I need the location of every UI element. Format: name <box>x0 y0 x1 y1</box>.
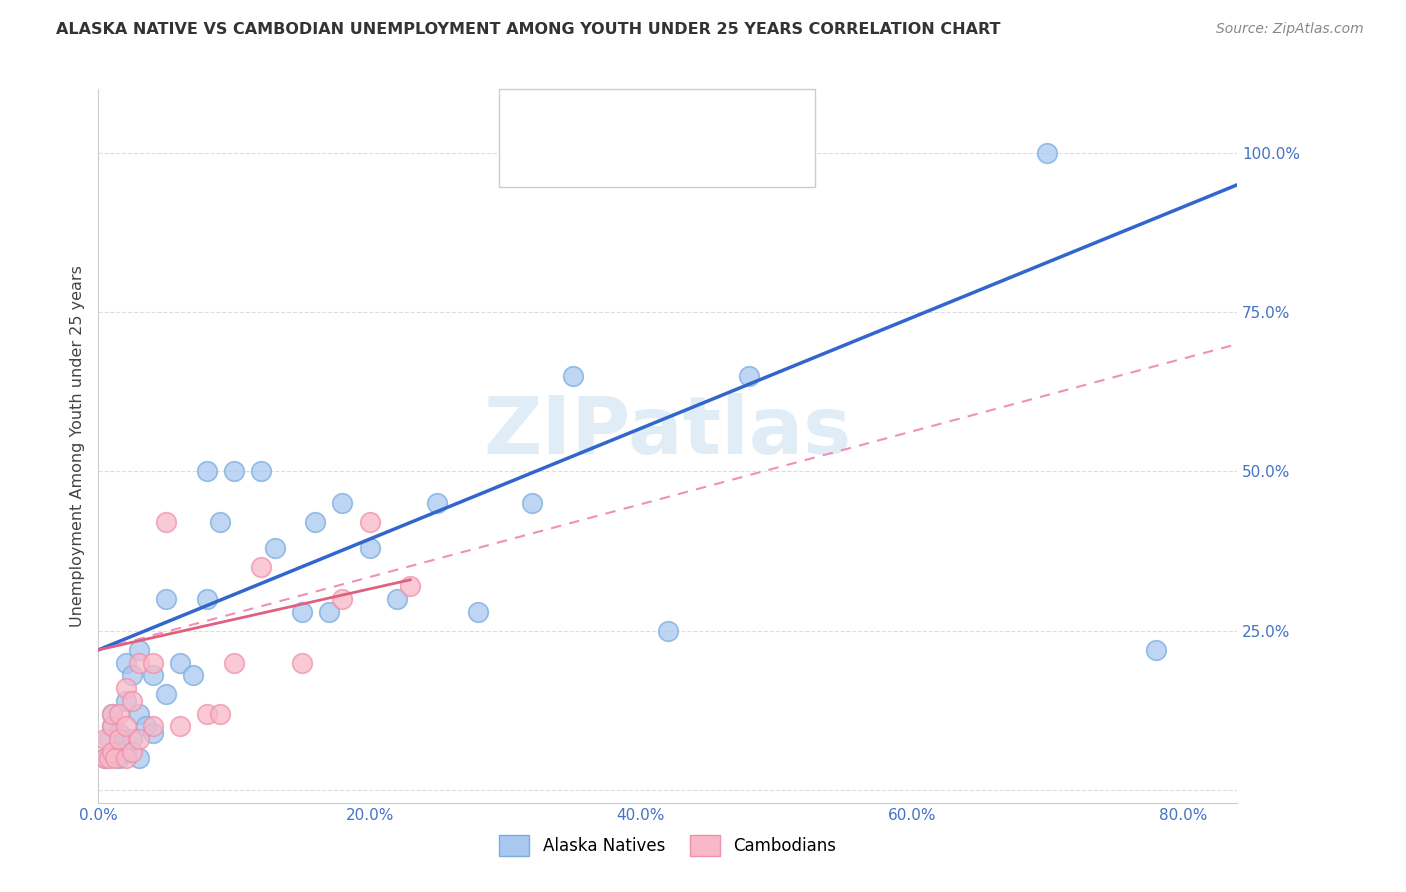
Point <box>114 656 136 670</box>
Point <box>128 643 150 657</box>
Point <box>107 725 129 739</box>
Point <box>94 732 117 747</box>
Point <box>467 605 489 619</box>
Text: ALASKA NATIVE VS CAMBODIAN UNEMPLOYMENT AMONG YOUTH UNDER 25 YEARS CORRELATION C: ALASKA NATIVE VS CAMBODIAN UNEMPLOYMENT … <box>56 22 1001 37</box>
Point <box>562 368 585 383</box>
Point <box>169 719 191 733</box>
Point <box>121 732 143 747</box>
Point <box>209 516 232 530</box>
Point <box>155 688 177 702</box>
Point <box>101 719 124 733</box>
Point <box>142 668 165 682</box>
Text: R =: R = <box>560 149 599 167</box>
Point <box>332 591 354 606</box>
Point <box>385 591 408 606</box>
Point <box>94 751 117 765</box>
Text: N =: N = <box>651 107 703 125</box>
Point <box>1036 145 1059 160</box>
Y-axis label: Unemployment Among Youth under 25 years: Unemployment Among Youth under 25 years <box>69 265 84 627</box>
Text: N =: N = <box>651 149 703 167</box>
Point <box>128 732 150 747</box>
Point <box>101 706 124 721</box>
Point <box>101 745 124 759</box>
Point <box>142 656 165 670</box>
Point <box>291 605 314 619</box>
Point <box>98 751 121 765</box>
Point <box>114 745 136 759</box>
Point <box>114 751 136 765</box>
Point <box>522 496 544 510</box>
Point <box>135 719 157 733</box>
Point <box>101 719 124 733</box>
Text: R =: R = <box>560 107 599 125</box>
Point <box>291 656 314 670</box>
Point <box>104 751 127 765</box>
Point <box>107 732 129 747</box>
Point <box>250 465 273 479</box>
Point <box>107 751 129 765</box>
Text: ZIPatlas: ZIPatlas <box>484 392 852 471</box>
Point <box>101 745 124 759</box>
Point <box>101 706 124 721</box>
Point <box>155 591 177 606</box>
Point <box>1144 643 1167 657</box>
Point <box>169 656 191 670</box>
Text: 42: 42 <box>697 107 723 125</box>
Point <box>318 605 340 619</box>
Point <box>142 719 165 733</box>
Point <box>114 719 136 733</box>
Text: 0.448: 0.448 <box>602 107 659 125</box>
Point <box>128 706 150 721</box>
Point <box>107 706 129 721</box>
Point <box>209 706 232 721</box>
Point <box>332 496 354 510</box>
Point <box>114 681 136 695</box>
Text: 28: 28 <box>697 149 723 167</box>
Point <box>738 368 761 383</box>
Point <box>128 656 150 670</box>
Legend: Alaska Natives, Cambodians: Alaska Natives, Cambodians <box>492 829 844 863</box>
Text: 0.351: 0.351 <box>602 149 658 167</box>
Point <box>94 751 117 765</box>
Point <box>399 579 422 593</box>
Point <box>359 516 381 530</box>
Point <box>121 668 143 682</box>
Point <box>114 694 136 708</box>
Text: Source: ZipAtlas.com: Source: ZipAtlas.com <box>1216 22 1364 37</box>
Point <box>121 694 143 708</box>
Point <box>155 516 177 530</box>
Point <box>98 732 121 747</box>
Point <box>657 624 679 638</box>
Point <box>359 541 381 555</box>
Point <box>142 725 165 739</box>
Point <box>250 560 273 574</box>
Point <box>128 751 150 765</box>
Point <box>304 516 326 530</box>
Point <box>195 591 218 606</box>
Point <box>426 496 449 510</box>
Point <box>263 541 285 555</box>
Point <box>222 465 245 479</box>
Point <box>195 706 218 721</box>
Point <box>121 745 143 759</box>
Point <box>222 656 245 670</box>
Point <box>183 668 205 682</box>
Point <box>195 465 218 479</box>
